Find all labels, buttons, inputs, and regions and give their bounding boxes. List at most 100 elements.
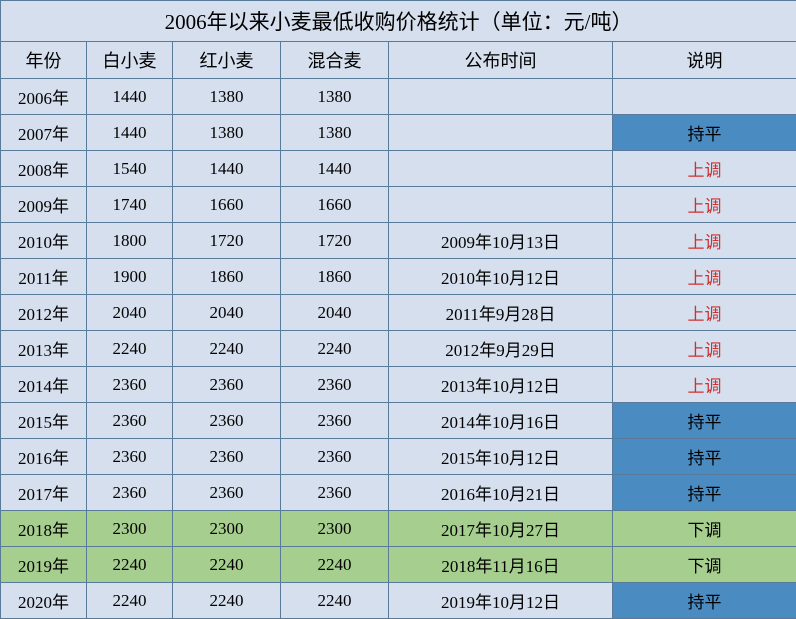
cell-red: 1440 — [173, 151, 281, 187]
cell-mix: 1660 — [281, 187, 389, 223]
cell-white: 1900 — [87, 259, 173, 295]
cell-year: 2015年 — [1, 403, 87, 439]
cell-note: 上调 — [613, 187, 796, 223]
cell-red: 2360 — [173, 403, 281, 439]
cell-mix: 1860 — [281, 259, 389, 295]
cell-date: 2019年10月12日 — [389, 583, 613, 619]
cell-year: 2006年 — [1, 79, 87, 115]
cell-red: 1380 — [173, 115, 281, 151]
col-header-red: 红小麦 — [173, 42, 281, 79]
cell-white: 2240 — [87, 547, 173, 583]
cell-mix: 1720 — [281, 223, 389, 259]
table-row: 2017年2360236023602016年10月21日持平 — [1, 475, 796, 511]
cell-note: 上调 — [613, 223, 796, 259]
cell-mix: 2240 — [281, 583, 389, 619]
cell-year: 2008年 — [1, 151, 87, 187]
cell-date: 2010年10月12日 — [389, 259, 613, 295]
col-header-mix: 混合麦 — [281, 42, 389, 79]
cell-year: 2011年 — [1, 259, 87, 295]
cell-year: 2017年 — [1, 475, 87, 511]
cell-mix: 1440 — [281, 151, 389, 187]
table-row: 2011年1900186018602010年10月12日上调 — [1, 259, 796, 295]
cell-year: 2019年 — [1, 547, 87, 583]
table-body: 2006年以来小麦最低收购价格统计（单位：元/吨） 年份 白小麦 红小麦 混合麦… — [1, 1, 796, 619]
cell-white: 2360 — [87, 475, 173, 511]
cell-note: 上调 — [613, 259, 796, 295]
cell-mix: 2040 — [281, 295, 389, 331]
cell-mix: 2300 — [281, 511, 389, 547]
cell-red: 1380 — [173, 79, 281, 115]
cell-red: 2240 — [173, 331, 281, 367]
cell-note: 上调 — [613, 151, 796, 187]
cell-red: 1860 — [173, 259, 281, 295]
cell-date: 2012年9月29日 — [389, 331, 613, 367]
cell-date — [389, 115, 613, 151]
cell-white: 1440 — [87, 79, 173, 115]
cell-red: 2040 — [173, 295, 281, 331]
cell-red: 1660 — [173, 187, 281, 223]
cell-year: 2018年 — [1, 511, 87, 547]
cell-date — [389, 79, 613, 115]
col-header-date: 公布时间 — [389, 42, 613, 79]
cell-year: 2014年 — [1, 367, 87, 403]
cell-white: 1800 — [87, 223, 173, 259]
cell-note: 上调 — [613, 367, 796, 403]
cell-date: 2017年10月27日 — [389, 511, 613, 547]
cell-white: 1740 — [87, 187, 173, 223]
cell-note: 持平 — [613, 475, 796, 511]
table-row: 2020年2240224022402019年10月12日持平 — [1, 583, 796, 619]
cell-white: 2300 — [87, 511, 173, 547]
cell-mix: 2240 — [281, 331, 389, 367]
cell-red: 2360 — [173, 475, 281, 511]
cell-mix: 1380 — [281, 115, 389, 151]
cell-white: 2240 — [87, 583, 173, 619]
cell-note: 持平 — [613, 439, 796, 475]
cell-white: 2360 — [87, 403, 173, 439]
cell-year: 2009年 — [1, 187, 87, 223]
cell-mix: 2360 — [281, 475, 389, 511]
header-row: 年份 白小麦 红小麦 混合麦 公布时间 说明 — [1, 42, 796, 79]
table-row: 2012年2040204020402011年9月28日上调 — [1, 295, 796, 331]
cell-note: 上调 — [613, 331, 796, 367]
table-row: 2006年144013801380 — [1, 79, 796, 115]
cell-year: 2007年 — [1, 115, 87, 151]
cell-white: 2360 — [87, 439, 173, 475]
cell-note: 持平 — [613, 115, 796, 151]
table-row: 2019年2240224022402018年11月16日下调 — [1, 547, 796, 583]
cell-year: 2020年 — [1, 583, 87, 619]
cell-date: 2011年9月28日 — [389, 295, 613, 331]
title-row: 2006年以来小麦最低收购价格统计（单位：元/吨） — [1, 1, 796, 42]
cell-year: 2016年 — [1, 439, 87, 475]
cell-date: 2018年11月16日 — [389, 547, 613, 583]
table-row: 2014年2360236023602013年10月12日上调 — [1, 367, 796, 403]
table-row: 2009年174016601660上调 — [1, 187, 796, 223]
cell-mix: 2240 — [281, 547, 389, 583]
cell-mix: 1380 — [281, 79, 389, 115]
cell-red: 2300 — [173, 511, 281, 547]
cell-red: 2240 — [173, 547, 281, 583]
cell-note: 下调 — [613, 547, 796, 583]
table-row: 2016年2360236023602015年10月12日持平 — [1, 439, 796, 475]
cell-note — [613, 79, 796, 115]
cell-note: 持平 — [613, 583, 796, 619]
cell-date: 2013年10月12日 — [389, 367, 613, 403]
cell-year: 2010年 — [1, 223, 87, 259]
table-row: 2015年2360236023602014年10月16日持平 — [1, 403, 796, 439]
table-row: 2010年1800172017202009年10月13日上调 — [1, 223, 796, 259]
cell-red: 1720 — [173, 223, 281, 259]
table-title: 2006年以来小麦最低收购价格统计（单位：元/吨） — [1, 1, 796, 42]
cell-year: 2012年 — [1, 295, 87, 331]
cell-white: 1540 — [87, 151, 173, 187]
cell-date — [389, 187, 613, 223]
cell-red: 2360 — [173, 367, 281, 403]
col-header-white: 白小麦 — [87, 42, 173, 79]
cell-note: 持平 — [613, 403, 796, 439]
col-header-year: 年份 — [1, 42, 87, 79]
cell-red: 2240 — [173, 583, 281, 619]
cell-mix: 2360 — [281, 367, 389, 403]
cell-date: 2014年10月16日 — [389, 403, 613, 439]
cell-mix: 2360 — [281, 439, 389, 475]
cell-note: 上调 — [613, 295, 796, 331]
cell-white: 2040 — [87, 295, 173, 331]
col-header-note: 说明 — [613, 42, 796, 79]
